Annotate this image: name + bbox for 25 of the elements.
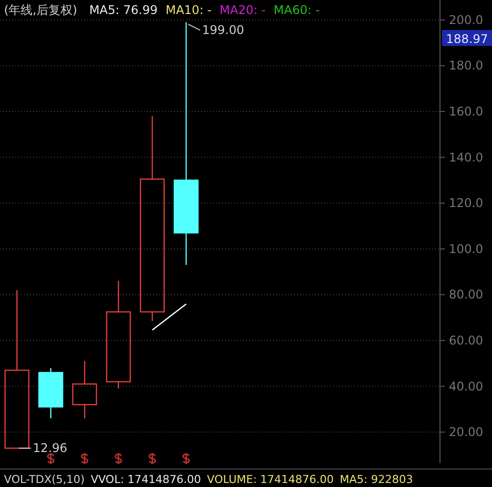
annotation: 12.96 (32, 441, 68, 456)
y-tick-label: 120.0 (448, 196, 484, 210)
y-tick-label: 80.00 (448, 288, 484, 302)
text: 188.97 (446, 32, 488, 46)
text: VOLUME: 17414876.00 (207, 473, 334, 486)
y-tick-label: 40.00 (448, 379, 484, 394)
y-tick-label: 180.0 (448, 58, 484, 73)
text: MA5: 922803 (340, 473, 413, 486)
annotation: MA20: - (220, 3, 266, 17)
annotation: MA10: - (166, 3, 212, 17)
candlestick (140, 115, 165, 322)
y-tick-label: 140.0 (448, 150, 484, 164)
candlestick (38, 367, 64, 419)
candlestick (72, 360, 98, 419)
y-tick-label: 60.00 (448, 333, 484, 348)
y-tick-label: 100.0 (448, 242, 484, 256)
chart-title: (年线,后复权) (4, 3, 78, 17)
y-tick-label: 20.00 (448, 425, 484, 440)
y-tick-label: 160.0 (448, 104, 484, 119)
annotation: 199.00 (202, 23, 244, 38)
y-tick-label: 200.0 (448, 12, 484, 27)
annotation: MA5: 76.99 (89, 3, 158, 17)
text: VVOL: 17414876.00 (90, 473, 202, 486)
text: VOL-TDX(5,10) (4, 473, 85, 486)
annotation: MA60: - (274, 3, 320, 17)
